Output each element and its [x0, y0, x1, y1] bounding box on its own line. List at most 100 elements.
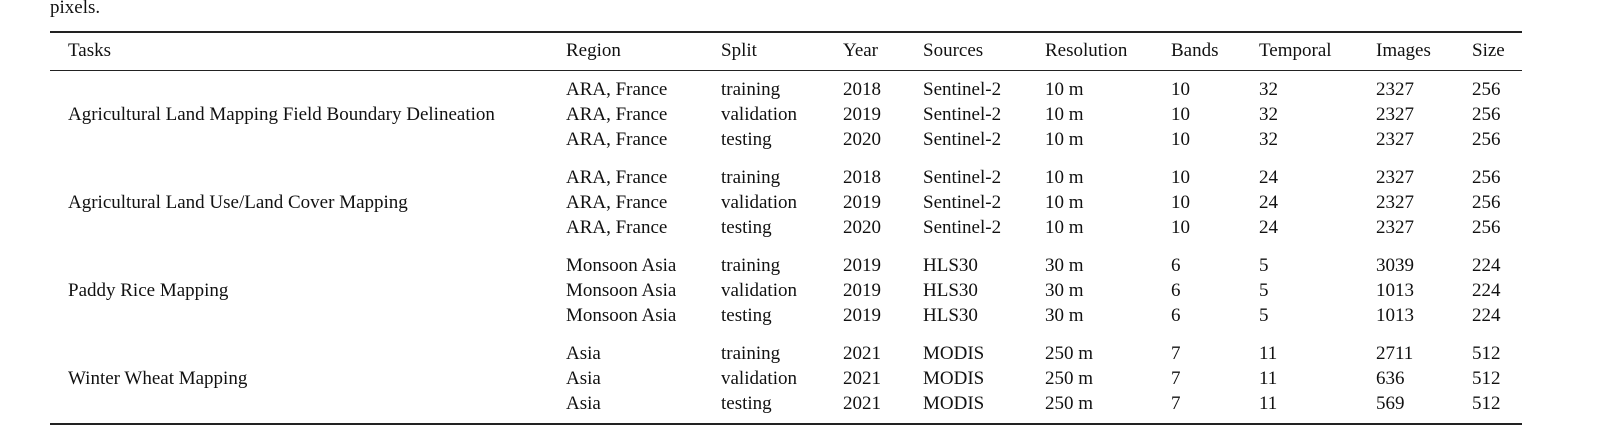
table-cell: 1013 — [1376, 280, 1414, 301]
table-cell: Sentinel-2 — [923, 217, 1002, 238]
table-cell: validation — [721, 104, 797, 125]
table-cell: 10 — [1171, 217, 1190, 238]
intro-text: pixels. — [50, 0, 101, 18]
table-cell: HLS30 — [923, 305, 978, 326]
table-cell: 32 — [1259, 129, 1278, 150]
table-cell: 250 m — [1045, 393, 1094, 414]
table-cell: Monsoon Asia — [566, 305, 677, 326]
task-cell: Agricultural Land Mapping Field Boundary… — [68, 104, 495, 125]
header-cell: Size — [1472, 40, 1505, 61]
bottom-rule — [50, 423, 1522, 425]
table-cell: ARA, France — [566, 104, 668, 125]
table-cell: 224 — [1472, 280, 1501, 301]
header-cell: Sources — [923, 40, 984, 61]
table-cell: 6 — [1171, 305, 1181, 326]
table-cell: 5 — [1259, 305, 1269, 326]
table-cell: training — [721, 343, 781, 364]
table-cell: 7 — [1171, 343, 1181, 364]
table-cell: MODIS — [923, 393, 985, 414]
table-cell: 10 — [1171, 79, 1190, 100]
table-cell: 10 m — [1045, 79, 1084, 100]
table-cell: 32 — [1259, 79, 1278, 100]
table-cell: 7 — [1171, 393, 1181, 414]
table-cell: 30 m — [1045, 305, 1084, 326]
table-cell: 2327 — [1376, 192, 1414, 213]
table-cell: 2327 — [1376, 104, 1414, 125]
table-cell: Sentinel-2 — [923, 79, 1002, 100]
table-cell: Sentinel-2 — [923, 104, 1002, 125]
table-cell: 2019 — [843, 104, 881, 125]
table-cell: 24 — [1259, 192, 1278, 213]
table-cell: 10 m — [1045, 167, 1084, 188]
table-cell: ARA, France — [566, 79, 668, 100]
table-cell: 2019 — [843, 255, 881, 276]
table-cell: 10 — [1171, 104, 1190, 125]
table-cell: testing — [721, 129, 772, 150]
table-cell: 11 — [1259, 393, 1278, 414]
table-cell: 5 — [1259, 255, 1269, 276]
table-cell: 6 — [1171, 280, 1181, 301]
table-cell: 2019 — [843, 280, 881, 301]
table-cell: 2327 — [1376, 129, 1414, 150]
header-cell: Resolution — [1045, 40, 1128, 61]
table-cell: 6 — [1171, 255, 1181, 276]
table-cell: 2021 — [843, 393, 881, 414]
table-cell: 11 — [1259, 343, 1278, 364]
table-cell: Asia — [566, 343, 601, 364]
table-cell: 256 — [1472, 192, 1501, 213]
table-cell: Asia — [566, 393, 601, 414]
table-cell: training — [721, 167, 781, 188]
table-cell: training — [721, 79, 781, 100]
table-cell: testing — [721, 217, 772, 238]
table-cell: training — [721, 255, 781, 276]
header-cell: Bands — [1171, 40, 1219, 61]
table-cell: 569 — [1376, 393, 1405, 414]
top-rule — [50, 31, 1522, 33]
table-cell: 2020 — [843, 217, 881, 238]
table-cell: 11 — [1259, 368, 1278, 389]
table-cell: 256 — [1472, 79, 1501, 100]
table-cell: 7 — [1171, 368, 1181, 389]
table-cell: ARA, France — [566, 217, 668, 238]
table-cell: 30 m — [1045, 280, 1084, 301]
table-cell: 32 — [1259, 104, 1278, 125]
table-cell: 2019 — [843, 305, 881, 326]
header-cell: Tasks — [68, 40, 112, 61]
table-cell: 1013 — [1376, 305, 1414, 326]
table-cell: 2020 — [843, 129, 881, 150]
table-cell: 3039 — [1376, 255, 1414, 276]
table-cell: ARA, France — [566, 129, 668, 150]
table-cell: 10 m — [1045, 192, 1084, 213]
table-cell: MODIS — [923, 368, 985, 389]
table-cell: 10 — [1171, 192, 1190, 213]
table-cell: 2019 — [843, 192, 881, 213]
table-cell: 2021 — [843, 343, 881, 364]
table-cell: 24 — [1259, 167, 1278, 188]
table-cell: 2018 — [843, 79, 881, 100]
table-cell: validation — [721, 280, 797, 301]
table-cell: ARA, France — [566, 167, 668, 188]
table-cell: 10 — [1171, 167, 1190, 188]
table-cell: 512 — [1472, 368, 1501, 389]
header-cell: Images — [1376, 40, 1431, 61]
table-cell: 512 — [1472, 393, 1501, 414]
table-cell: 224 — [1472, 305, 1501, 326]
table-cell: MODIS — [923, 343, 985, 364]
table-cell: validation — [721, 192, 797, 213]
table-cell: 224 — [1472, 255, 1501, 276]
table-cell: HLS30 — [923, 280, 978, 301]
table-cell: testing — [721, 393, 772, 414]
task-cell: Paddy Rice Mapping — [68, 280, 229, 301]
header-cell: Region — [566, 40, 621, 61]
header-cell: Year — [843, 40, 879, 61]
table-cell: 256 — [1472, 167, 1501, 188]
table-cell: 512 — [1472, 343, 1501, 364]
table-cell: 250 m — [1045, 368, 1094, 389]
table-cell: 636 — [1376, 368, 1405, 389]
table-cell: Asia — [566, 368, 601, 389]
task-cell: Agricultural Land Use/Land Cover Mapping — [68, 192, 408, 213]
table-cell: 2327 — [1376, 167, 1414, 188]
table-cell: Sentinel-2 — [923, 192, 1002, 213]
table-cell: 256 — [1472, 129, 1501, 150]
